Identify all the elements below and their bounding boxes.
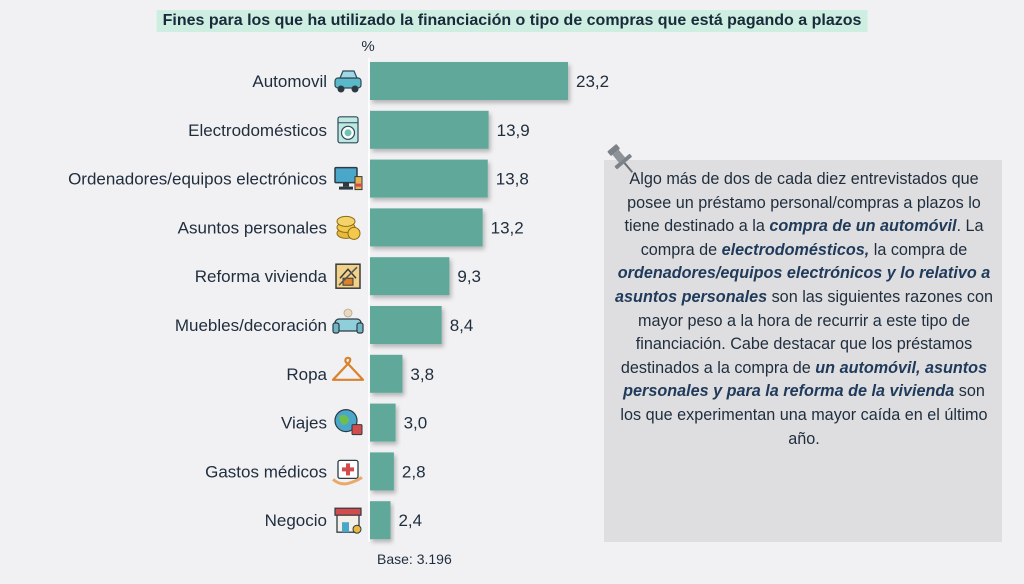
value-label: 13,8 — [496, 170, 529, 189]
category-label: Muebles/decoración — [175, 316, 327, 335]
value-label: 2,4 — [398, 511, 422, 530]
bar-2 — [370, 110, 489, 149]
unit-label: % — [361, 38, 374, 55]
note-emphasis: un automóvil, asuntos personales y para … — [623, 358, 988, 401]
value-label: 3,8 — [410, 365, 434, 384]
note-emphasis: compra de un automóvil — [769, 217, 957, 236]
value-label: 13,9 — [497, 121, 530, 140]
bar-4 — [370, 208, 483, 247]
value-label: 8,4 — [450, 316, 474, 335]
bar-6 — [370, 306, 442, 344]
value-label: 2,8 — [402, 462, 426, 481]
computer-icon — [334, 166, 363, 191]
bar-10 — [370, 501, 391, 540]
house-tools-icon — [335, 263, 361, 289]
note-box — [604, 160, 1002, 542]
note-emphasis: ordenadores/equipos electrónicos y lo re… — [615, 264, 991, 306]
base-label: Base: 3.196 — [377, 551, 452, 567]
hanger-icon — [331, 356, 365, 381]
note-segment: la compra de — [869, 240, 968, 259]
category-label: Electrodomésticos — [188, 121, 327, 140]
value-label: 3,0 — [404, 414, 428, 433]
sofa-icon — [332, 308, 364, 334]
medical-kit-icon — [332, 459, 363, 486]
coins-icon — [336, 215, 361, 240]
category-label: Asuntos personales — [178, 218, 327, 237]
bar-5 — [370, 257, 450, 296]
category-label: Ordenadores/equipos electrónicos — [68, 170, 327, 189]
shop-icon — [334, 507, 362, 534]
category-label: Negocio — [265, 511, 327, 530]
bar-9 — [370, 452, 394, 491]
washing-machine-icon — [337, 116, 359, 144]
category-label: Automovil — [252, 72, 327, 91]
note-segment: son las siguientes razones con mayor pes… — [620, 287, 993, 377]
bar-1 — [370, 62, 568, 100]
category-label: Ropa — [286, 365, 327, 384]
globe-icon — [334, 409, 363, 436]
note-segment: Algo más de dos de cada diez entrevistad… — [624, 170, 981, 236]
note-emphasis: electrodomésticos, — [721, 240, 870, 259]
chart-title: Fines para los que ha utilizado la finan… — [156, 10, 868, 32]
pushpin-icon — [607, 144, 634, 173]
bar-3 — [370, 159, 488, 198]
category-label: Reforma vivienda — [195, 267, 328, 286]
car-icon — [334, 70, 362, 93]
category-label: Viajes — [281, 414, 327, 433]
note-segment: son los que experimentan una mayor caída… — [620, 382, 988, 448]
note-segment: . La compra de — [640, 217, 984, 259]
value-label: 9,3 — [457, 267, 481, 286]
note-text: Algo más de dos de cada diez entrevistad… — [614, 168, 994, 451]
bar-8 — [370, 403, 396, 442]
value-label: 23,2 — [576, 72, 609, 91]
bar-7 — [370, 354, 403, 393]
category-label: Gastos médicos — [205, 462, 327, 481]
value-label: 13,2 — [491, 218, 524, 237]
